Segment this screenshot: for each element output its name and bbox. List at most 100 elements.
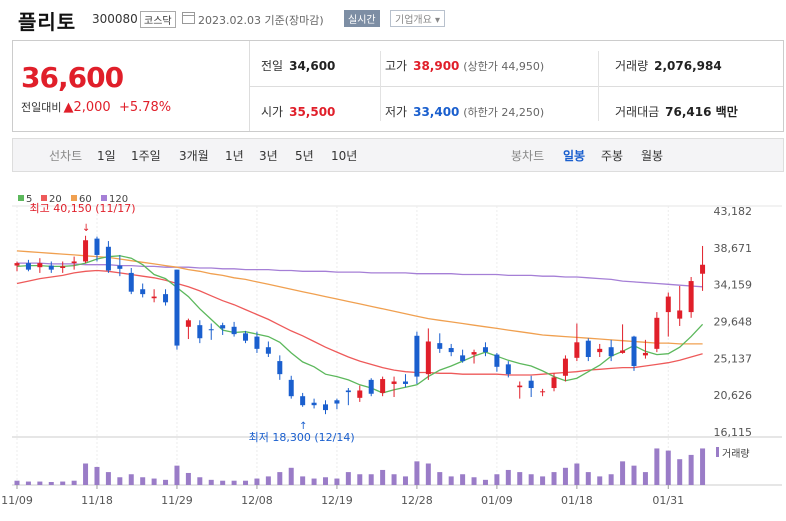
volume-bar <box>654 448 660 485</box>
stat-value: 76,416 백만 <box>665 105 738 119</box>
tab-1y[interactable]: 1년 <box>225 149 244 163</box>
candle-body <box>83 240 89 262</box>
volume-bar <box>265 476 271 485</box>
candle-body <box>254 336 260 349</box>
legend-label: 5 <box>26 194 32 205</box>
lower-limit: (하한가 24,250) <box>463 106 545 119</box>
volume-bar <box>368 474 374 485</box>
candle-body <box>551 377 557 389</box>
volume-bar <box>288 467 294 485</box>
candle-body <box>700 264 706 274</box>
candle-body <box>414 335 420 377</box>
candle-body <box>105 246 111 271</box>
volume-bar <box>48 481 54 485</box>
candle-body <box>585 340 591 358</box>
y-tick-label: 38,671 <box>714 242 753 255</box>
stat-label: 거래량 <box>615 59 649 73</box>
candle-body <box>608 347 614 357</box>
candle-body <box>642 352 648 356</box>
change-amount: ▲2,000 <box>63 100 111 115</box>
volume-bar <box>357 474 363 485</box>
volume-bar <box>574 463 580 485</box>
volume-bar <box>37 481 43 485</box>
stat-open: 시가 35,500 <box>261 103 335 120</box>
stock-name: 플리토 <box>18 10 77 34</box>
volume-bar <box>562 467 568 485</box>
volume-bar <box>482 479 488 485</box>
candle-body <box>460 355 466 362</box>
volume-bar <box>471 477 477 485</box>
volume-bar <box>60 481 66 485</box>
candle-body <box>345 390 351 393</box>
candle-body <box>243 333 249 341</box>
tab-3y[interactable]: 3년 <box>259 149 278 163</box>
stat-value: 33,400 <box>413 105 460 119</box>
legend-label: 20 <box>49 194 62 205</box>
tab-daily[interactable]: 일봉 <box>563 149 586 163</box>
candle-body <box>505 364 511 375</box>
volume-bar <box>243 480 249 485</box>
volume-bar <box>608 474 614 485</box>
candle-body <box>197 325 203 339</box>
legend-swatch <box>71 195 77 201</box>
stock-code: 300080 <box>92 12 138 26</box>
candle-body <box>25 263 31 270</box>
tab-1d[interactable]: 1일 <box>97 149 116 163</box>
candle-body <box>48 265 54 270</box>
y-tick-label: 34,159 <box>714 279 753 292</box>
volume-bar <box>665 450 671 485</box>
volume-bar <box>94 466 100 485</box>
market-badge: 코스닥 <box>140 11 176 28</box>
stock-header: 플리토 300080 코스닥 2023.02.03 기준(장마감) 실시간 기업… <box>0 0 786 38</box>
stat-value: 38,900 <box>413 59 460 73</box>
candle-body <box>677 310 683 319</box>
volume-bar <box>71 480 77 485</box>
chart-grid <box>12 205 782 486</box>
candle-body <box>300 396 306 406</box>
candle-body <box>631 336 637 366</box>
tab-monthly[interactable]: 월봉 <box>641 149 664 163</box>
volume-bar <box>231 480 237 485</box>
stat-label: 전일 <box>261 59 284 73</box>
volume-bar <box>140 477 146 485</box>
tab-5y[interactable]: 5년 <box>295 149 314 163</box>
volume-bar <box>425 463 431 485</box>
volume-bar <box>174 465 180 485</box>
stat-volume: 거래량 2,076,984 <box>615 57 722 74</box>
legend-swatch <box>101 195 107 201</box>
x-tick-label: 01/09 <box>481 494 513 507</box>
volume-bar <box>688 454 694 485</box>
candle-body <box>688 281 694 313</box>
candle-body <box>448 348 454 353</box>
volume-bar <box>220 480 226 485</box>
candle-body <box>494 354 500 367</box>
volume-bar <box>402 476 408 485</box>
volume-bar <box>197 477 203 485</box>
candle-body <box>117 265 123 269</box>
low-annotation: 최저 18,300 (12/14) <box>249 431 355 444</box>
ma-line-ma20 <box>16 269 703 376</box>
arrow-down-icon: ↓ <box>82 223 90 234</box>
tab-10y[interactable]: 10년 <box>331 149 358 163</box>
divider <box>598 51 599 121</box>
candle-body <box>562 358 568 376</box>
candle-body <box>128 272 134 292</box>
volume-bar <box>151 478 157 485</box>
candle-body <box>265 347 271 354</box>
tab-3m[interactable]: 3개월 <box>179 149 209 163</box>
realtime-button[interactable]: 실시간 <box>344 10 380 27</box>
tab-weekly[interactable]: 주봉 <box>601 149 624 163</box>
volume-bar <box>14 480 20 485</box>
volume-bar <box>505 469 511 485</box>
company-info-button[interactable]: 기업개요 ▾ <box>390 10 446 27</box>
y-tick-label: 29,648 <box>714 316 753 329</box>
tab-1w[interactable]: 1주일 <box>131 149 161 163</box>
candle-body <box>574 342 580 358</box>
volume-label: 거래량 <box>722 448 750 460</box>
candle-body <box>482 347 488 353</box>
stat-label: 거래대금 <box>615 105 660 119</box>
stat-label: 시가 <box>261 105 284 119</box>
volume-bar <box>345 472 351 485</box>
x-tick-label: 12/19 <box>321 494 353 507</box>
y-axis-labels: 43,182 38,671 34,159 29,648 25,137 20,626 16,1… <box>714 205 753 439</box>
